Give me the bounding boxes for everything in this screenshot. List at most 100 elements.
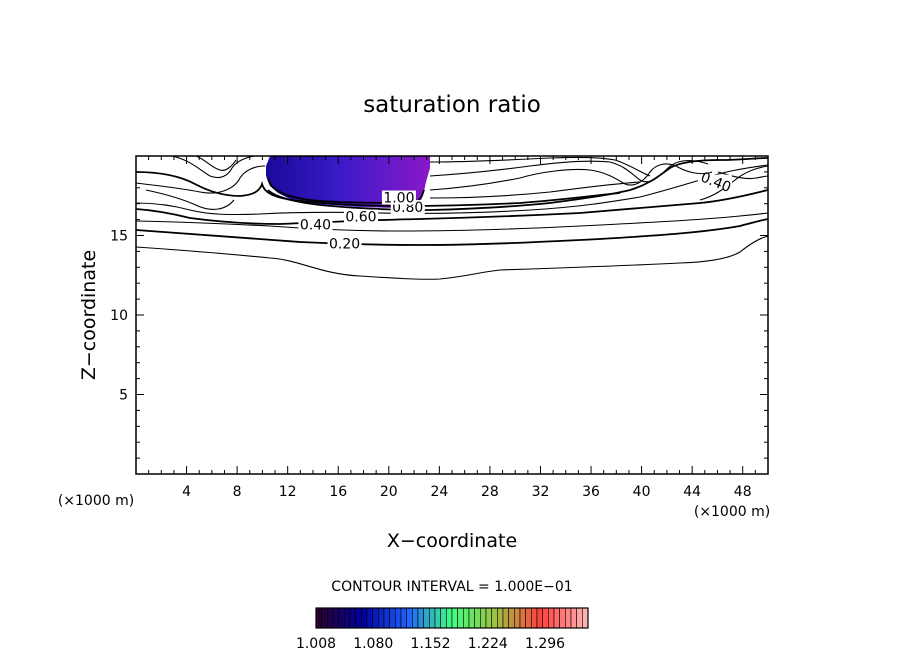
contour-line <box>429 181 641 199</box>
colorbar-cell <box>480 607 487 629</box>
colorbar-cell <box>457 607 464 629</box>
colorbar-cell <box>366 607 373 629</box>
colorbar-cell <box>355 607 362 629</box>
colorbar-cell <box>327 607 334 629</box>
contour-label-bg <box>327 236 362 251</box>
colorbar-cell <box>548 607 555 629</box>
contour-line <box>699 165 768 201</box>
x-tick-label: 40 <box>633 484 651 500</box>
contour-line <box>429 159 709 183</box>
contour-line <box>136 235 768 280</box>
colorbar-cell <box>378 607 385 629</box>
colorbar-cell <box>417 607 424 629</box>
contour-label: 1.00 <box>383 191 414 207</box>
z-unit-label: (×1000 m) <box>58 493 134 509</box>
colorbar-cell <box>536 607 543 629</box>
contour-label: 0.40 <box>698 170 733 197</box>
y-axis: 5 10 15 <box>110 171 768 459</box>
colorbar-cell <box>440 607 447 629</box>
contour-line-0.8 <box>267 157 768 211</box>
contour-labels: 0.200.40 0.600.801.000.40 <box>298 170 733 253</box>
colorbar-cell <box>463 607 470 629</box>
colorbar-cell <box>338 607 345 629</box>
colorbar-cell <box>553 607 560 629</box>
colorbar-cell <box>559 607 566 629</box>
colorbar-cell <box>383 607 390 629</box>
colorbar-cell <box>361 607 368 629</box>
colorbar-cell <box>502 607 509 629</box>
contour-label-bg <box>381 190 416 205</box>
colorbar-cell <box>349 607 356 629</box>
colorbar-cells <box>315 607 589 629</box>
colorbar-cell <box>406 607 413 629</box>
contour-line <box>171 156 255 179</box>
colorbar-tick-labels: 1.008 1.080 1.152 1.224 1.296 <box>296 636 565 652</box>
colorbar-cell <box>451 607 458 629</box>
x-tick-label: 48 <box>734 484 752 500</box>
contour-line <box>136 212 768 232</box>
x-tick-label: 36 <box>582 484 600 500</box>
contour-line-0.4 <box>136 189 768 225</box>
colorbar-cell <box>434 607 441 629</box>
colorbar-cell <box>395 607 402 629</box>
colorbar-cell <box>474 607 481 629</box>
contour-line <box>136 164 768 216</box>
colorbar-cell <box>321 607 328 629</box>
colorbar-cell <box>519 607 526 629</box>
contour-label-bg <box>343 209 378 224</box>
colorbar-cell <box>570 607 577 629</box>
contour-line <box>429 156 651 177</box>
contour-label-bg <box>298 217 333 232</box>
x-tick-label: 16 <box>329 484 347 500</box>
colorbar-cell <box>412 607 419 629</box>
colorbar-tick-label: 1.008 <box>296 636 336 652</box>
y-tick-label: 10 <box>110 308 128 324</box>
x-tick-label: 12 <box>279 484 297 500</box>
x-tick-label: 4 <box>182 484 191 500</box>
colorbar-cell <box>485 607 492 629</box>
colorbar: 1.008 1.080 1.152 1.224 1.296 <box>296 607 589 652</box>
colorbar-cell <box>542 607 549 629</box>
contour-lines <box>136 156 768 280</box>
colorbar-cell <box>582 607 589 629</box>
colorbar-cell <box>400 607 407 629</box>
y-tick-label: 15 <box>110 229 128 245</box>
contour-line <box>195 156 237 171</box>
colorbar-cell <box>315 607 322 629</box>
x-axis: 4 8 12 16 20 24 28 32 36 40 44 48 <box>148 156 756 500</box>
contour-label: 0.60 <box>345 210 376 226</box>
plot-area <box>136 156 768 280</box>
colorbar-cell <box>508 607 515 629</box>
colorbar-cell <box>372 607 379 629</box>
colorbar-cell <box>531 607 538 629</box>
x-tick-label: 20 <box>380 484 398 500</box>
colorbar-cell <box>576 607 583 629</box>
colorbar-cell <box>344 607 351 629</box>
y-axis-label: Z−coordinate <box>78 250 100 380</box>
colorbar-cell <box>446 607 453 629</box>
contour-line <box>136 165 266 194</box>
colorbar-cell <box>468 607 475 629</box>
colorbar-cell <box>389 607 396 629</box>
colorbar-cell <box>423 607 430 629</box>
contour-line <box>145 189 235 210</box>
colorbar-cell <box>565 607 572 629</box>
x-tick-label: 24 <box>430 484 448 500</box>
contour-label-bg <box>697 174 732 189</box>
x-tick-label: 44 <box>683 484 701 500</box>
colorbar-tick-label: 1.080 <box>353 636 393 652</box>
colorbar-frame <box>315 607 589 629</box>
colorbar-cell <box>514 607 521 629</box>
x-tick-label: 28 <box>481 484 499 500</box>
x-tick-label: 32 <box>532 484 550 500</box>
x-axis-label: X−coordinate <box>387 530 517 552</box>
colorbar-tick-label: 1.152 <box>410 636 450 652</box>
x-tick-label: 8 <box>233 484 242 500</box>
colorbar-cell <box>429 607 436 629</box>
contour-label: 0.20 <box>329 237 360 253</box>
colorbar-cell <box>332 607 339 629</box>
colorbar-tick-label: 1.296 <box>525 636 565 652</box>
contour-line-0.2 <box>136 218 768 246</box>
contour-label: 0.40 <box>300 218 331 234</box>
